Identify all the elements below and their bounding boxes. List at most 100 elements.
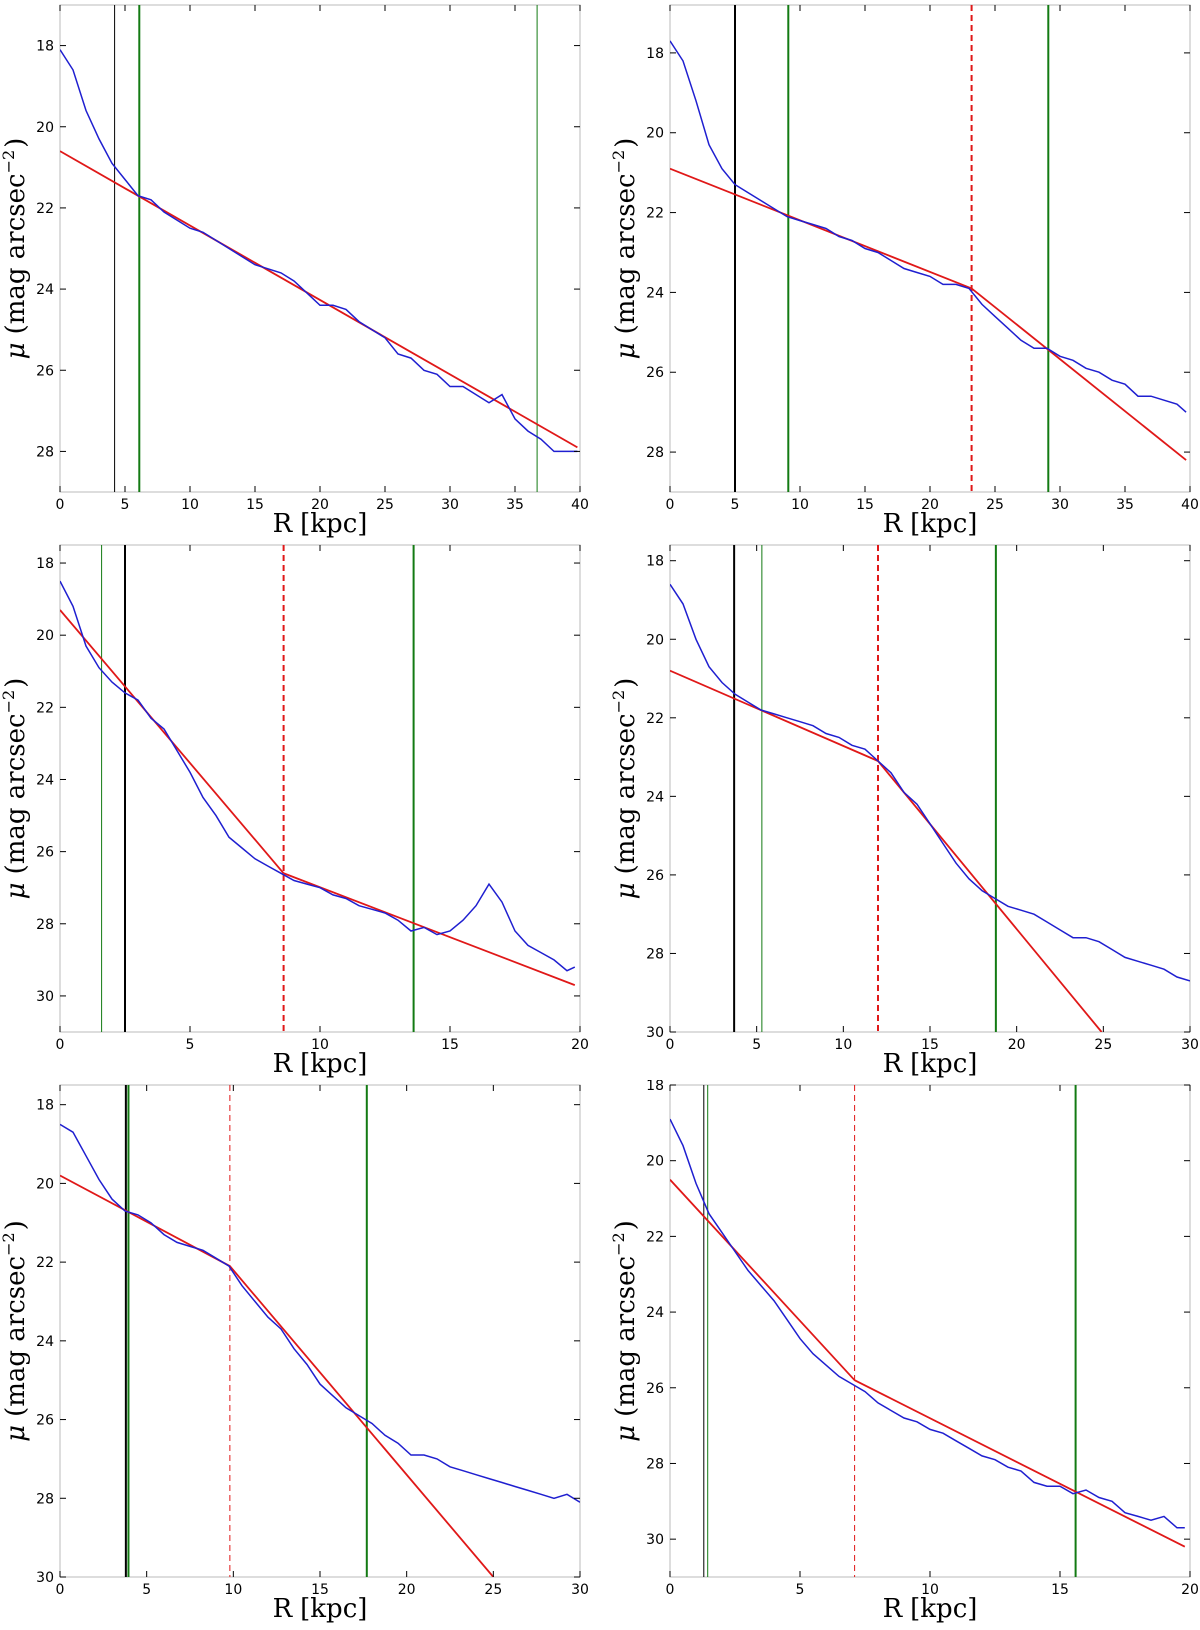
y-tick-label: 24: [36, 1334, 54, 1350]
plot-frame: [669, 1084, 1191, 1578]
x-tick-label: 25: [1094, 1037, 1112, 1053]
y-tick-label: 20: [36, 628, 54, 644]
x-axis-label: R [kpc]: [883, 1049, 978, 1079]
x-axis-label-unit: [kpc]: [910, 1049, 977, 1079]
x-tick-label: 15: [856, 497, 874, 513]
x-tick-label: 0: [56, 1582, 65, 1598]
y-axis-label: μ (mag arcsec−2): [0, 138, 31, 360]
y-axis-label-unit: (mag arcsec: [611, 713, 641, 874]
surface-brightness-profile: [60, 1123, 580, 1503]
surface-brightness-profile: [670, 1118, 1185, 1529]
x-tick-label: 0: [666, 497, 675, 513]
x-axis-label: R [kpc]: [883, 1594, 978, 1624]
x-tick-label: 0: [56, 1037, 65, 1053]
y-tick-label: 30: [36, 989, 54, 1005]
y-tick-label: 20: [646, 632, 664, 648]
y-axis-label-var: μ: [1, 1425, 31, 1442]
x-tick-label: 30: [1181, 1037, 1199, 1053]
plot-frame: [59, 1084, 581, 1578]
y-axis-label: μ (mag arcsec−2): [0, 1220, 31, 1442]
x-tick-label: 15: [921, 1037, 939, 1053]
plot-area: [670, 1085, 1186, 1577]
surface-brightness-profile: [60, 49, 578, 453]
y-tick-label: 26: [36, 1413, 54, 1429]
y-tick-label: 22: [646, 711, 664, 727]
x-axis-label: R [kpc]: [273, 509, 368, 539]
y-axis-label-var: μ: [611, 342, 641, 359]
fit-line: [229, 1265, 495, 1577]
y-tick-label: 22: [646, 1229, 664, 1245]
y-tick-label: 18: [646, 554, 664, 570]
y-axis-label: μ (mag arcsec−2): [610, 138, 641, 360]
surface-brightness-profile: [670, 583, 1190, 982]
x-tick-label: 30: [571, 1582, 589, 1598]
x-tick-label: 5: [796, 1582, 805, 1598]
y-tick-label: 30: [36, 1570, 54, 1586]
y-tick-label: 18: [646, 1080, 664, 1094]
y-tick-label: 20: [36, 120, 54, 136]
x-tick-label: 10: [181, 497, 199, 513]
y-tick-label: 24: [646, 285, 664, 301]
y-tick-label: 26: [646, 868, 664, 884]
y-axis-label-unit: (mag arcsec: [611, 173, 641, 334]
y-axis-label-var: μ: [611, 882, 641, 899]
y-tick-label: 26: [646, 1381, 664, 1397]
plot-area: [670, 545, 1190, 1032]
x-axis-label-var: R: [273, 1594, 294, 1624]
y-tick-label: 28: [646, 445, 664, 461]
y-tick-label: 26: [36, 845, 54, 861]
x-axis-label-var: R: [883, 509, 904, 539]
x-tick-label: 20: [1008, 1037, 1026, 1053]
y-axis-label-exponent: −2: [610, 690, 628, 714]
y-tick-label: 30: [646, 1025, 664, 1041]
x-tick-label: 25: [986, 497, 1004, 513]
y-axis-label-var: μ: [1, 882, 31, 899]
x-tick-label: 20: [311, 497, 329, 513]
x-tick-label: 15: [441, 1037, 459, 1053]
chart-svg-5: 0 5 10 15 20 25 30 18 20 22 24 26 28 30 R [kpc] μ (mag ar…: [0, 1084, 589, 1624]
x-tick-label: 5: [731, 497, 740, 513]
x-axis-label-var: R: [273, 1049, 294, 1079]
x-axis-label-var: R: [883, 1594, 904, 1624]
y-tick-label: 20: [646, 126, 664, 142]
x-axis-label-unit: [kpc]: [300, 1594, 367, 1624]
plot-frame: [669, 544, 1191, 1033]
chart-panel-1: 0 5 10 15 20 25 30 35 40 18 20 22 24 26 28 R [kpc] μ (mag …: [0, 0, 590, 540]
plot-area: [670, 5, 1187, 492]
chart-panel-3: 0 5 10 15 20 18 20 22 24 26 28 30 R [kpc] μ (mag arcsec…: [0, 540, 590, 1080]
chart-svg-4: 0 5 10 15 20 25 30 18 20 22 24 26 28 30 R [kpc] μ (mag ar…: [609, 544, 1199, 1079]
chart-panel-4: 0 5 10 15 20 25 30 18 20 22 24 26 28 30 R [kpc] μ (mag ar…: [609, 540, 1200, 1080]
x-tick-label: 20: [398, 1582, 416, 1598]
x-tick-label: 5: [752, 1037, 761, 1053]
chart-panel-2: 0 5 10 15 20 25 30 35 40 18 20 22 24 26 28 R [kpc] μ (mag …: [609, 0, 1200, 540]
fit-line: [971, 287, 1187, 461]
y-axis-label: μ (mag arcsec−2): [0, 678, 31, 900]
chart-svg-2: 0 5 10 15 20 25 30 35 40 18 20 22 24 26 28 R [kpc] μ (mag …: [609, 4, 1199, 539]
y-tick-label: 28: [36, 917, 54, 933]
y-axis-label-close: ): [1, 138, 31, 148]
y-tick-label: 20: [36, 1176, 54, 1192]
x-axis-label-var: R: [883, 1049, 904, 1079]
y-tick-label: 28: [646, 946, 664, 962]
x-axis-label: R [kpc]: [883, 509, 978, 539]
plot-area: [60, 1085, 580, 1577]
y-axis-label-close: ): [611, 678, 641, 688]
chart-panel-5: 0 5 10 15 20 25 30 18 20 22 24 26 28 30 R [kpc] μ (mag ar…: [0, 1080, 590, 1625]
surface-brightness-profile: [60, 580, 576, 972]
y-axis-label-exponent: −2: [610, 1232, 628, 1256]
y-tick-label: 26: [646, 365, 664, 381]
y-axis-label-exponent: −2: [0, 1232, 18, 1256]
x-axis-label-unit: [kpc]: [910, 509, 977, 539]
plot-frame: [59, 4, 581, 493]
y-tick-label: 24: [36, 772, 54, 788]
y-tick-label: 22: [646, 206, 664, 222]
y-tick-label: 20: [646, 1154, 664, 1170]
fit-line: [60, 150, 578, 449]
fit-line: [670, 669, 879, 762]
x-tick-label: 30: [1051, 497, 1069, 513]
y-axis-label-close: ): [611, 138, 641, 148]
y-tick-label: 22: [36, 201, 54, 217]
chart-panel-6: 0 5 10 15 20 18 20 22 24 26 28 30 R [kpc] μ (mag arcsec…: [609, 1078, 1200, 1625]
chart-svg-1: 0 5 10 15 20 25 30 35 40 18 20 22 24 26 28 R [kpc] μ (mag …: [0, 4, 589, 539]
